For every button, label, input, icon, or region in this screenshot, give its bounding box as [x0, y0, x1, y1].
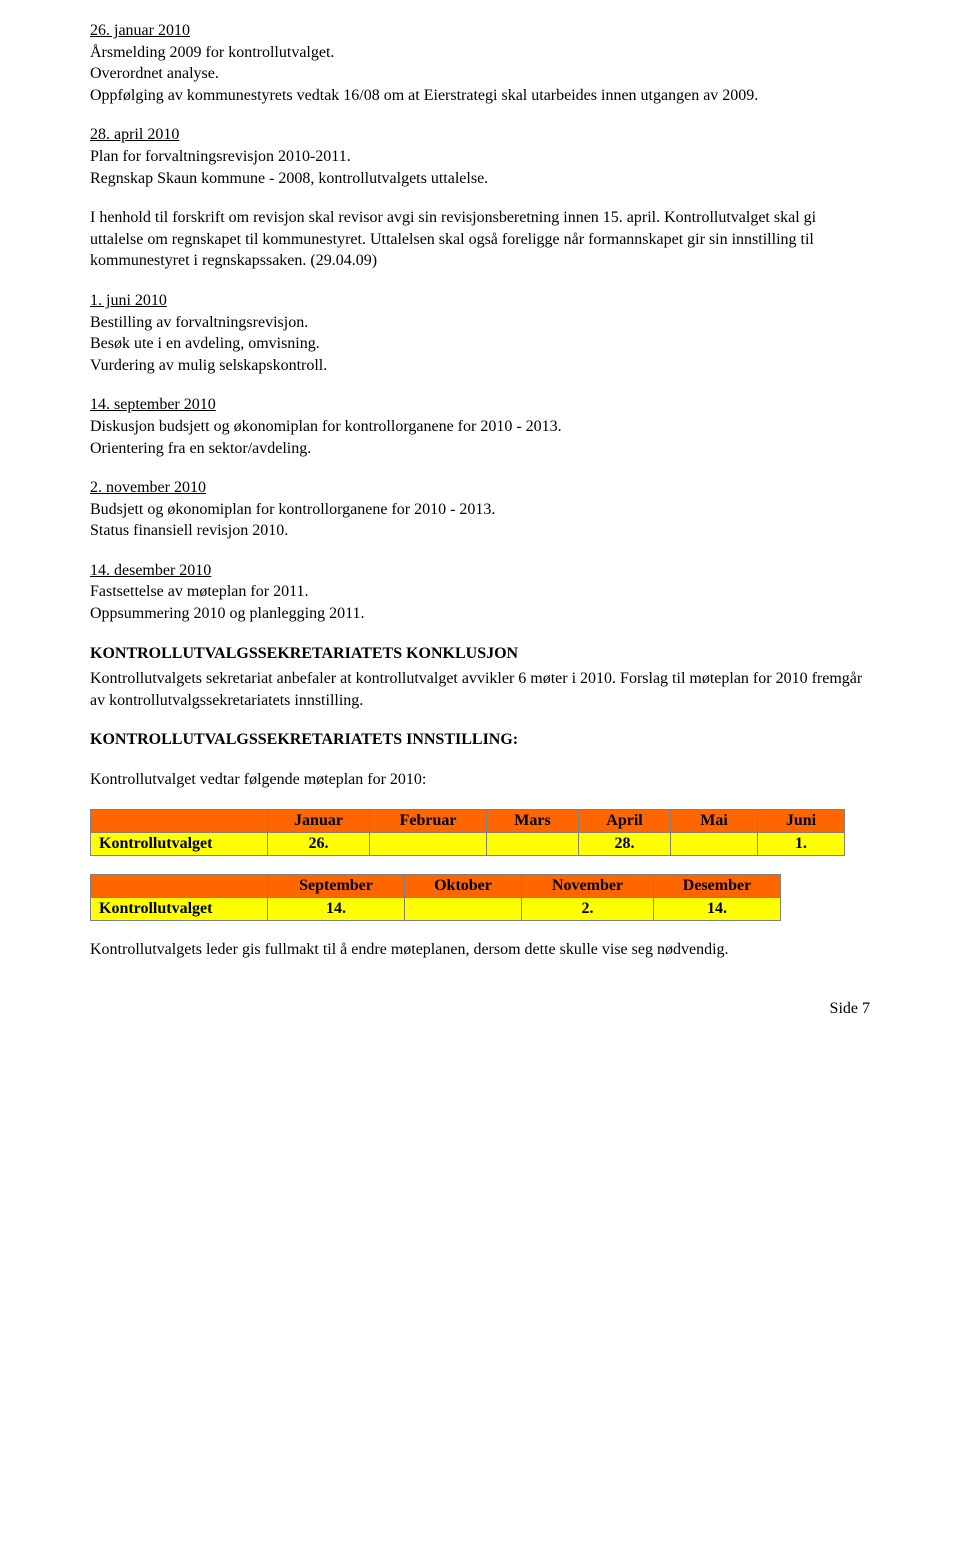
section-26-jan: 26. januar 2010 Årsmelding 2009 for kont… [90, 20, 870, 106]
header-mai: Mai [671, 809, 758, 832]
page-number: Side 7 [830, 1000, 870, 1017]
cell-sep: 14. [268, 897, 405, 920]
line: Bestilling av forvaltningsrevisjon. [90, 312, 870, 334]
moteplan-table-2: September Oktober November Desember Kont… [90, 874, 781, 921]
heading-26-jan: 26. januar 2010 [90, 22, 190, 39]
row-label: Kontrollutvalget [91, 897, 268, 920]
line: Besøk ute i en avdeling, omvisning. [90, 333, 870, 355]
line: Oppfølging av kommunestyrets vedtak 16/0… [90, 85, 870, 107]
cell-feb [370, 832, 487, 855]
table-header-row: Januar Februar Mars April Mai Juni [91, 809, 845, 832]
closing-text: Kontrollutvalgets leder gis fullmakt til… [90, 939, 870, 961]
header-mar: Mars [487, 809, 579, 832]
heading-2-nov: 2. november 2010 [90, 479, 206, 496]
innstilling-lead: Kontrollutvalget vedtar følgende møtepla… [90, 769, 870, 791]
section-2-nov: 2. november 2010 Budsjett og økonomiplan… [90, 477, 870, 542]
section-14-des: 14. desember 2010 Fastsettelse av møtepl… [90, 560, 870, 625]
innstilling-lead-text: Kontrollutvalget vedtar følgende møtepla… [90, 769, 870, 791]
cell-nov: 2. [522, 897, 654, 920]
table-header-row: September Oktober November Desember [91, 874, 781, 897]
heading-28-apr: 28. april 2010 [90, 126, 179, 143]
closing-block: Kontrollutvalgets leder gis fullmakt til… [90, 939, 870, 961]
konklusjon-title: KONTROLLUTVALGSSEKRETARIATETS KONKLUSJON [90, 643, 870, 665]
line: Plan for forvaltningsrevisjon 2010-2011. [90, 146, 870, 168]
section-1-jun: 1. juni 2010 Bestilling av forvaltningsr… [90, 290, 870, 376]
header-empty [91, 874, 268, 897]
line: Budsjett og økonomiplan for kontrollorga… [90, 499, 870, 521]
konklusjon-body: Kontrollutvalgets sekretariat anbefaler … [90, 668, 870, 711]
header-nov: November [522, 874, 654, 897]
header-apr: April [579, 809, 671, 832]
line: Overordnet analyse. [90, 63, 870, 85]
heading-14-des: 14. desember 2010 [90, 562, 211, 579]
line: Regnskap Skaun kommune - 2008, kontrollu… [90, 168, 870, 190]
line: Vurdering av mulig selskapskontroll. [90, 355, 870, 377]
konklusjon-block: KONTROLLUTVALGSSEKRETARIATETS KONKLUSJON… [90, 643, 870, 712]
cell-mai [671, 832, 758, 855]
line: Status finansiell revisjon 2010. [90, 520, 870, 542]
row-label: Kontrollutvalget [91, 832, 268, 855]
moteplan-table-1: Januar Februar Mars April Mai Juni Kontr… [90, 809, 845, 856]
innstilling-block: KONTROLLUTVALGSSEKRETARIATETS INNSTILLIN… [90, 729, 870, 751]
line: Diskusjon budsjett og økonomiplan for ko… [90, 416, 870, 438]
section-14-sep: 14. september 2010 Diskusjon budsjett og… [90, 394, 870, 459]
table-row: Kontrollutvalget 26. 28. 1. [91, 832, 845, 855]
cell-okt [405, 897, 522, 920]
section-28-apr: 28. april 2010 Plan for forvaltningsrevi… [90, 124, 870, 189]
cell-jan: 26. [268, 832, 370, 855]
cell-des: 14. [654, 897, 781, 920]
document-page: 26. januar 2010 Årsmelding 2009 for kont… [0, 0, 960, 1048]
header-jun: Juni [758, 809, 845, 832]
header-okt: Oktober [405, 874, 522, 897]
regn-paragraph: I henhold til forskrift om revisjon skal… [90, 207, 870, 272]
line: Oppsummering 2010 og planlegging 2011. [90, 603, 870, 625]
line: Fastsettelse av møteplan for 2011. [90, 581, 870, 603]
heading-14-sep: 14. september 2010 [90, 396, 216, 413]
line: Årsmelding 2009 for kontrollutvalget. [90, 42, 870, 64]
innstilling-title: KONTROLLUTVALGSSEKRETARIATETS INNSTILLIN… [90, 729, 870, 751]
line: Orientering fra en sektor/avdeling. [90, 438, 870, 460]
regn-text: I henhold til forskrift om revisjon skal… [90, 207, 870, 272]
cell-jun: 1. [758, 832, 845, 855]
cell-mar [487, 832, 579, 855]
heading-1-jun: 1. juni 2010 [90, 292, 167, 309]
cell-apr: 28. [579, 832, 671, 855]
header-empty [91, 809, 268, 832]
header-feb: Februar [370, 809, 487, 832]
header-sep: September [268, 874, 405, 897]
page-footer: Side 7 [90, 1000, 870, 1018]
table-row: Kontrollutvalget 14. 2. 14. [91, 897, 781, 920]
header-jan: Januar [268, 809, 370, 832]
header-des: Desember [654, 874, 781, 897]
